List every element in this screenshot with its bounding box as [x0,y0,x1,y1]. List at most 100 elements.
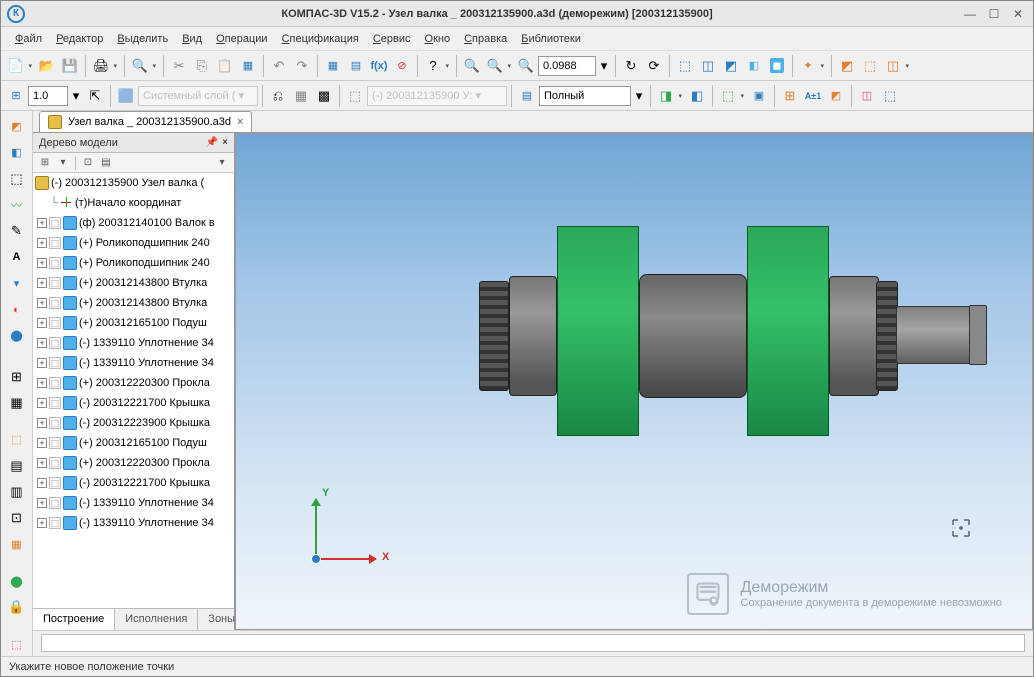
expand-icon[interactable]: + [37,378,47,388]
menu-выделить[interactable]: Выделить [111,30,174,48]
d1-button[interactable]: ⊞ [779,85,801,107]
disp-icon[interactable]: ▤ [516,85,538,107]
tree-item[interactable]: +⬚(-) 1339110 Уплотнение 34 [33,353,234,373]
zoom-input[interactable] [538,56,596,76]
expand-icon[interactable]: + [37,478,47,488]
new-doc-button[interactable]: 📄 [5,55,27,77]
menu-спецификация[interactable]: Спецификация [276,30,365,48]
tree-item[interactable]: +⬚(-) 200312221700 Крышка [33,473,234,493]
vp4[interactable]: 〰 [5,194,29,217]
tree-item[interactable]: +⬚(+) 200312143800 Втулка [33,273,234,293]
layer-color-button[interactable]: 🟦 [115,85,137,107]
display-dropdown[interactable]: ▾ [632,85,646,107]
property-input[interactable] [41,634,1025,652]
expand-icon[interactable]: + [37,298,47,308]
vp2[interactable]: ◧ [5,141,29,164]
lineweight-dropdown[interactable]: ▾ [69,85,83,107]
lm3-button[interactable]: ▩ [313,85,335,107]
iso2-button[interactable]: ⬚ [859,55,881,77]
shade2-button[interactable]: ◼ [766,55,788,77]
lm1-button[interactable]: ⎌ [267,85,289,107]
tree-tab-1[interactable]: Исполнения [115,609,198,630]
filter-button[interactable]: ⊘ [391,55,413,77]
vp16[interactable]: ▦ [5,533,29,556]
spec-button[interactable]: ▤ [345,55,367,77]
hidden-button[interactable]: ◫ [697,55,719,77]
menu-редактор[interactable]: Редактор [50,30,109,48]
close-button[interactable]: ✕ [1009,7,1027,21]
wire-button[interactable]: ⬚ [674,55,696,77]
snap-button[interactable]: ⇱ [84,85,106,107]
vp14[interactable]: ▥ [5,480,29,503]
menu-файл[interactable]: Файл [9,30,48,48]
props-button[interactable]: ▦ [237,55,259,77]
am1-button[interactable]: ⬚ [717,85,739,107]
vp15[interactable]: ⊡ [5,507,29,530]
section1-button[interactable]: ◨ [655,85,677,107]
tree-item[interactable]: +⬚(+) Роликоподшипник 240 [33,253,234,273]
tree-item[interactable]: +⬚(-) 200312221700 Крышка [33,393,234,413]
cut-button[interactable]: ✂ [168,55,190,77]
tree-item[interactable]: +⬚(-) 1339110 Уплотнение 34 [33,513,234,533]
tree-item[interactable]: +⬚(+) 200312143800 Втулка [33,293,234,313]
vp3[interactable]: ⬚ [5,167,29,190]
vp19[interactable]: ⬚ [5,633,29,656]
save-button[interactable]: 💾 [59,55,81,77]
lineweight-input[interactable] [28,86,68,106]
menu-сервис[interactable]: Сервис [367,30,417,48]
expand-icon[interactable]: + [37,518,47,528]
tree-t2[interactable]: ▾ [55,155,71,171]
menu-вид[interactable]: Вид [176,30,208,48]
tree-item[interactable]: +⬚(+) Роликоподшипник 240 [33,233,234,253]
help-button[interactable]: ? [422,55,444,77]
open-button[interactable]: 📂 [36,55,58,77]
section2-button[interactable]: ◧ [686,85,708,107]
zoom-dropdown[interactable]: ▾ [597,55,611,77]
nohidden-button[interactable]: ◩ [720,55,742,77]
paste-button[interactable]: 📋 [214,55,236,77]
vp18[interactable]: 🔒 [5,596,29,619]
tree-t3[interactable]: ⊡ [80,155,96,171]
expand-icon[interactable]: + [37,338,47,348]
tree-item[interactable]: +⬚(+) 200312220300 Прокла [33,373,234,393]
expand-icon[interactable]: + [37,498,47,508]
expand-icon[interactable]: + [37,258,47,268]
expand-icon[interactable]: + [37,458,47,468]
tree-close[interactable]: × [222,137,228,148]
x1-button[interactable]: ◫ [856,85,878,107]
tree-item[interactable]: +⬚(ф) 200312140100 Валок в [33,213,234,233]
redo-button[interactable]: ↷ [291,55,313,77]
object-combo[interactable] [367,86,507,106]
expand-icon[interactable]: + [37,318,47,328]
tree-root[interactable]: (-) 200312135900 Узел валка ( [33,173,234,193]
vp17[interactable]: ⬤ [5,570,29,593]
d3-button[interactable]: ◩ [825,85,847,107]
fx-button[interactable]: f(x) [368,55,390,77]
doc-tab[interactable]: Узел валка _ 200312135900.a3d × [39,111,252,132]
vp10[interactable]: ⊞ [5,365,29,388]
iso-button[interactable]: ◩ [836,55,858,77]
print-button[interactable]: 🖨 [90,55,112,77]
tree-t1[interactable]: ⊞ [37,155,53,171]
expand-icon[interactable]: + [37,218,47,228]
d2-button[interactable]: A±1 [802,85,824,107]
tree-origin[interactable]: └ (т)Начало координат [33,193,234,213]
tree-tab-0[interactable]: Построение [33,609,115,630]
tree-item[interactable]: +⬚(-) 1339110 Уплотнение 34 [33,493,234,513]
vp6[interactable]: A [5,246,29,269]
menu-библиотеки[interactable]: Библиотеки [515,30,587,48]
vp7[interactable]: ▾ [5,272,29,295]
copy-button[interactable]: ⎘ [191,55,213,77]
preview-button[interactable]: 🔍 [129,55,151,77]
viewport[interactable]: Y X Деморежим Сохранение документа в дем… [235,133,1033,630]
refresh-button[interactable]: ⟳ [643,55,665,77]
rotate-button[interactable]: ↻ [620,55,642,77]
menu-окно[interactable]: Окно [419,30,457,48]
tree-item[interactable]: +⬚(-) 1339110 Уплотнение 34 [33,333,234,353]
zoom-fit-button[interactable]: 🔍 [461,55,483,77]
vp8[interactable]: ◐ [5,298,29,321]
undo-button[interactable]: ↶ [268,55,290,77]
expand-icon[interactable]: + [37,278,47,288]
zoom-win-button[interactable]: 🔍 [484,55,506,77]
tree-t4[interactable]: ▤ [98,155,114,171]
